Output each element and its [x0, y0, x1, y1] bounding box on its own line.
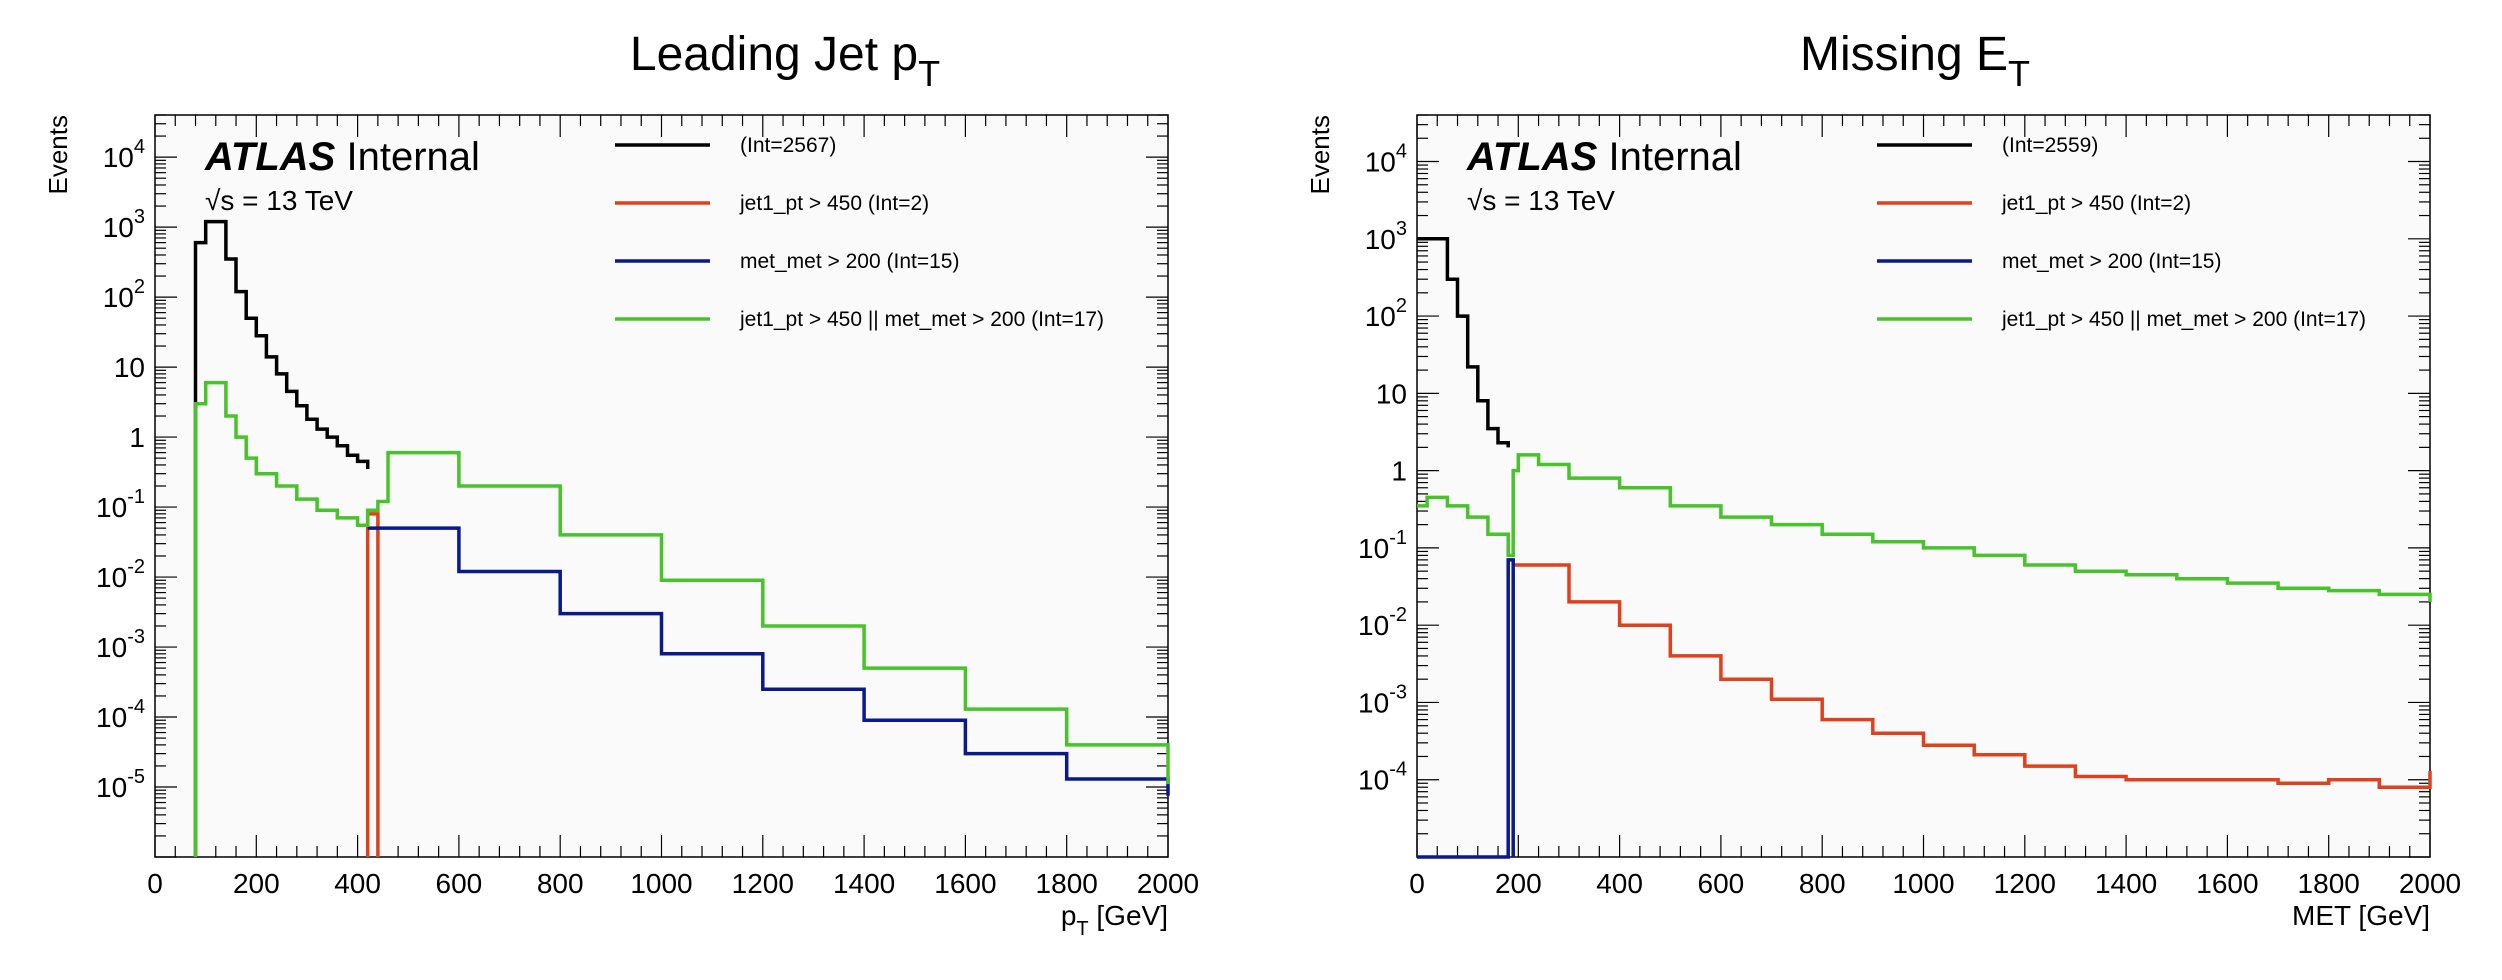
- x-tick-label: 1800: [1036, 868, 1098, 899]
- x-tick-label: 1000: [1892, 868, 1954, 899]
- legend-label-2: jet1_pt > 450 (Int=2): [2001, 192, 2191, 215]
- series-line-1: [193, 219, 370, 857]
- y-tick-label: 10-4: [1358, 759, 1407, 796]
- y-tick-label: 10: [114, 352, 145, 383]
- x-tick-label: 0: [147, 868, 163, 899]
- y-tick-label: 102: [103, 276, 145, 313]
- y-tick-label: 1: [1391, 456, 1407, 487]
- y-tick-label: 102: [1365, 295, 1407, 332]
- y-tick-label: 10-1: [1358, 527, 1407, 564]
- x-tick-label: 200: [1495, 868, 1542, 899]
- x-tick-label: 800: [537, 868, 584, 899]
- series-line-4: [193, 380, 1170, 857]
- atlas-label: ATLAS Internal: [204, 135, 480, 179]
- y-tick-label: 10-5: [96, 766, 145, 803]
- y-tick-label: 10-2: [1358, 604, 1407, 641]
- y-tick-label: 10-3: [1358, 681, 1407, 718]
- x-axis-label: MET [GeV]: [2292, 900, 2430, 931]
- x-tick-label: 600: [1698, 868, 1745, 899]
- x-tick-label: 1600: [934, 868, 996, 899]
- y-tick-label: 103: [1365, 218, 1407, 255]
- x-tick-label: 1200: [1994, 868, 2056, 899]
- atlas-label: ATLAS Internal: [1466, 135, 1742, 179]
- y-tick-label: 1: [129, 422, 145, 453]
- x-tick-label: 1400: [2095, 868, 2157, 899]
- x-tick-label: 800: [1799, 868, 1846, 899]
- energy-label: √s = 13 TeV: [1467, 185, 1615, 216]
- x-tick-label: 0: [1409, 868, 1425, 899]
- x-axis-label: pT [GeV]: [1061, 900, 1168, 940]
- y-axis-label: Events: [43, 115, 73, 195]
- series-line-2: [365, 512, 380, 857]
- y-tick-label: 10-4: [96, 696, 145, 733]
- y-tick-label: 10-2: [96, 556, 145, 593]
- legend-label-4: jet1_pt > 450 || met_met > 200 (Int=17): [739, 308, 1104, 331]
- y-axis-label: Events: [1305, 115, 1335, 195]
- series-line-3: [367, 526, 1170, 796]
- chart-panel-2: Missing ET Events MET [GeV] 0 200 400 600 800 10…: [1305, 28, 2461, 931]
- legend-label-3: met_met > 200 (Int=15): [740, 250, 959, 273]
- series-line-4: [1417, 453, 2432, 602]
- y-tick-label: 10: [1376, 378, 1407, 409]
- y-tick-label: 103: [103, 206, 145, 243]
- plot-frame: [154, 114, 1169, 858]
- x-tick-label: 2000: [2399, 868, 2461, 899]
- x-tick-label: 400: [1596, 868, 1643, 899]
- x-tick-label: 1000: [630, 868, 692, 899]
- x-tick-label: 600: [436, 868, 483, 899]
- chart-title: Leading Jet pT: [630, 28, 940, 94]
- x-tick-label: 2000: [1137, 868, 1199, 899]
- x-tick-label: 200: [233, 868, 280, 899]
- energy-label: √s = 13 TeV: [205, 185, 353, 216]
- y-tick-label: 10-3: [96, 626, 145, 663]
- x-tick-label: 1400: [833, 868, 895, 899]
- legend-label-4: jet1_pt > 450 || met_met > 200 (Int=17): [2001, 308, 2366, 331]
- legend-label-3: met_met > 200 (Int=15): [2002, 250, 2221, 273]
- x-tick-label: 1600: [2196, 868, 2258, 899]
- series-line-2: [1513, 563, 2432, 789]
- y-tick-label: 10-1: [96, 486, 145, 523]
- y-tick-label: 104: [1365, 141, 1407, 178]
- chart-panel-1: Leading Jet pT Events pT [GeV] 0 200 400 600 80…: [43, 28, 1199, 940]
- x-tick-label: 400: [334, 868, 381, 899]
- chart-title: Missing ET: [1800, 28, 2030, 94]
- legend-label-1: (Int=2567): [740, 134, 836, 157]
- y-tick-label: 104: [103, 136, 145, 173]
- series-line-3: [1417, 558, 1515, 859]
- legend-label-1: (Int=2559): [2002, 134, 2098, 157]
- legend-label-2: jet1_pt > 450 (Int=2): [739, 192, 929, 215]
- x-tick-label: 1800: [2298, 868, 2360, 899]
- x-tick-label: 1200: [732, 868, 794, 899]
- series-line-1: [1417, 237, 1510, 448]
